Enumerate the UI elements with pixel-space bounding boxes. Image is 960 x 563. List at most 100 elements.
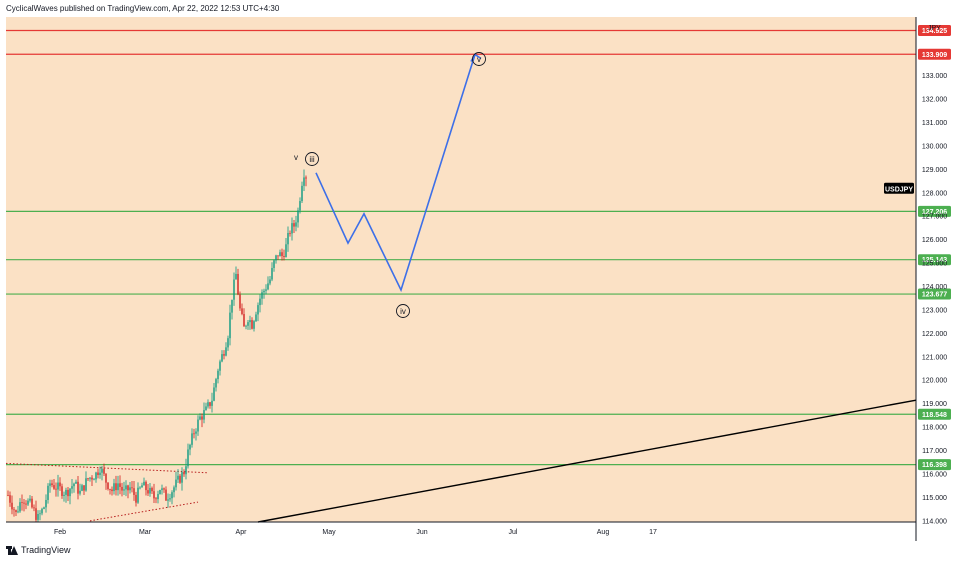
candle-body: [11, 502, 13, 510]
candle-body: [65, 489, 67, 495]
candle: [85, 471, 87, 492]
candle: [91, 475, 93, 486]
candle-body: [49, 483, 51, 486]
candle-body: [43, 507, 45, 509]
price-tick-16: 130.000: [922, 143, 947, 150]
publisher-header: CyclicalWaves published on TradingView.c…: [6, 4, 280, 13]
candle-body: [145, 481, 147, 491]
candle: [25, 500, 27, 510]
level-tag-label: 133.909: [922, 52, 947, 59]
candle-body: [263, 290, 265, 293]
candle-body: [73, 483, 75, 487]
candle: [291, 217, 293, 241]
level-tag-bg: [918, 459, 951, 471]
candle: [245, 324, 247, 330]
time-tick-0: Feb: [54, 529, 66, 536]
symbol-tag[interactable]: USDJPY: [884, 182, 914, 194]
candle: [149, 483, 151, 497]
candle: [225, 342, 227, 357]
candle-body: [25, 503, 27, 505]
candle-body: [267, 283, 269, 290]
candle: [231, 299, 233, 320]
candle-body: [215, 379, 217, 388]
candle-body: [165, 489, 167, 501]
candle-body: [89, 477, 91, 479]
candle: [37, 510, 39, 522]
candle-body: [129, 487, 131, 491]
candle-body: [231, 299, 233, 313]
candle: [251, 317, 253, 330]
candle-body: [97, 472, 99, 476]
candle: [187, 443, 189, 469]
candle: [151, 486, 153, 495]
candle-body: [139, 487, 141, 489]
candle: [169, 493, 171, 502]
level-price-tag-3: 125.143: [918, 254, 951, 266]
candle-body: [233, 279, 235, 300]
candle-body: [203, 410, 205, 420]
candle-body: [283, 256, 285, 258]
candle: [265, 284, 267, 295]
candle-body: [125, 485, 127, 490]
candle: [73, 482, 75, 493]
level-tag-bg: [918, 24, 951, 36]
candle-body: [187, 449, 189, 467]
candle-body: [295, 222, 297, 227]
candle: [145, 480, 147, 496]
candle-body: [297, 210, 299, 223]
candle-body: [63, 494, 65, 496]
candle-body: [241, 308, 243, 315]
candle-body: [275, 255, 277, 261]
candle: [41, 507, 43, 516]
candle: [15, 509, 17, 517]
candle-body: [121, 486, 123, 491]
level-tag-bg: [918, 288, 951, 300]
candle: [77, 476, 79, 500]
candle-body: [137, 487, 139, 503]
candle: [263, 288, 265, 299]
candle: [273, 259, 275, 272]
candle-body: [237, 273, 239, 295]
candle: [147, 484, 149, 496]
wave-circle: [472, 52, 486, 66]
candle-body: [113, 483, 115, 492]
candle-body: [201, 416, 203, 420]
candle: [49, 479, 51, 493]
price-axis[interactable]: 134.925 133.909 127.206 125.143 123.677 118.5…: [918, 24, 951, 525]
candle: [69, 487, 71, 505]
candle-body: [271, 267, 273, 280]
time-tick-2: Apr: [236, 529, 248, 536]
candle-body: [157, 494, 159, 500]
tradingview-footer[interactable]: TradingView: [6, 545, 71, 555]
time-tick-7: 17: [649, 529, 657, 536]
candle: [255, 311, 257, 322]
candle: [19, 498, 21, 513]
candle: [223, 350, 225, 360]
candle: [109, 488, 111, 495]
candle-body: [173, 487, 175, 493]
candle: [271, 262, 273, 282]
candle: [135, 491, 137, 507]
candle-body: [291, 223, 293, 234]
candle: [13, 507, 15, 517]
candle: [55, 482, 57, 497]
level-price-tag-1: 133.909: [918, 48, 951, 60]
candle-body: [221, 354, 223, 362]
candle-body: [217, 370, 219, 380]
candle-body: [143, 481, 145, 486]
level-tag-bg: [918, 254, 951, 266]
candle: [197, 415, 199, 436]
candle: [51, 479, 53, 488]
candle-body: [29, 498, 31, 501]
candle-body: [285, 244, 287, 258]
candle-body: [103, 468, 105, 474]
price-tick-0: 114.000: [922, 518, 947, 525]
candle: [209, 401, 211, 409]
candle: [303, 169, 305, 191]
candle: [133, 480, 135, 501]
level-tag-label: 127.206: [922, 209, 947, 216]
candle: [283, 249, 285, 261]
candle: [103, 463, 105, 476]
candle: [289, 230, 291, 237]
